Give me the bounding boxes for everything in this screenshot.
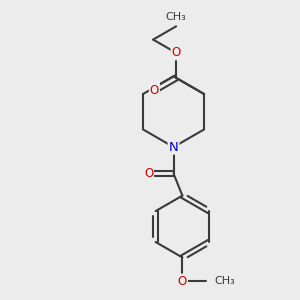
Text: CH₃: CH₃ [166,12,187,22]
Text: O: O [172,46,181,59]
Text: N: N [169,141,178,154]
Text: O: O [144,167,153,180]
Text: O: O [150,84,159,97]
Text: O: O [178,274,187,287]
Text: CH₃: CH₃ [215,276,236,286]
